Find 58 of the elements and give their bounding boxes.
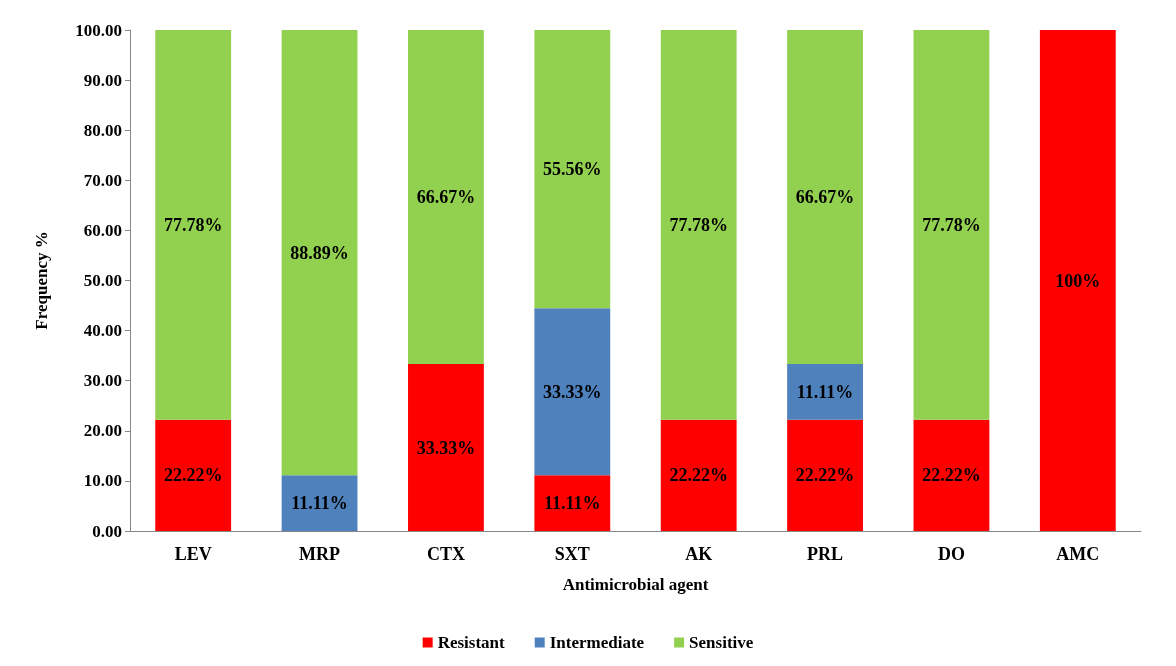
bar bbox=[787, 419, 863, 531]
y-tick-label: 20.00 bbox=[83, 421, 122, 441]
data-label: 66.67% bbox=[416, 187, 476, 208]
data-label: 22.22% bbox=[922, 465, 981, 486]
data-label: 22.22% bbox=[795, 465, 855, 486]
data-label: 77.78% bbox=[669, 214, 728, 235]
bar bbox=[155, 419, 232, 531]
bar bbox=[660, 419, 737, 531]
data-label: 33.33% bbox=[416, 437, 476, 458]
data-label: 55.56% bbox=[543, 159, 602, 180]
bar bbox=[660, 30, 737, 420]
bar bbox=[787, 364, 863, 420]
y-tick-label: 90.00 bbox=[83, 70, 122, 90]
x-tick-label: PRL bbox=[807, 544, 844, 564]
data-label: 77.78% bbox=[163, 214, 223, 235]
data-label: 77.78% bbox=[922, 214, 981, 235]
data-label: 22.22% bbox=[669, 465, 728, 486]
data-label: 22.22% bbox=[163, 465, 223, 486]
y-axis-title: Frequency % bbox=[32, 231, 51, 330]
data-label: 11.11% bbox=[544, 493, 601, 514]
data-label: 100% bbox=[1055, 270, 1101, 291]
bar bbox=[913, 30, 990, 420]
legend-label: Intermediate bbox=[549, 633, 645, 652]
y-tick-label: 10.00 bbox=[83, 471, 122, 491]
legend-label: Resistant bbox=[437, 633, 506, 652]
y-tick-label: 0.00 bbox=[92, 521, 122, 541]
y-tick-label: 70.00 bbox=[83, 170, 122, 190]
data-label: 11.11% bbox=[796, 381, 854, 402]
bar bbox=[1039, 30, 1116, 531]
data-label: 88.89% bbox=[290, 242, 349, 263]
y-tick-label: 40.00 bbox=[83, 321, 122, 341]
bar bbox=[155, 30, 232, 420]
x-tick-label: AK bbox=[685, 544, 713, 564]
bar bbox=[408, 30, 484, 365]
bar bbox=[787, 30, 863, 365]
bar bbox=[281, 30, 358, 476]
y-tick-label: 80.00 bbox=[83, 120, 122, 140]
x-tick-label: LEV bbox=[174, 544, 212, 564]
x-tick-label: AMC bbox=[1056, 544, 1100, 564]
bar bbox=[913, 419, 990, 531]
y-tick-label: 50.00 bbox=[83, 271, 122, 290]
y-tick-label: 100.00 bbox=[75, 20, 122, 40]
bar bbox=[534, 308, 611, 476]
x-tick-label: SXT bbox=[554, 544, 590, 564]
legend-label: Sensitive bbox=[689, 633, 754, 652]
data-label: 66.67% bbox=[795, 187, 855, 208]
data-label: 11.11% bbox=[291, 493, 348, 514]
y-tick-label: 30.00 bbox=[83, 371, 122, 391]
bar bbox=[281, 475, 358, 531]
data-label: 33.33% bbox=[543, 381, 602, 402]
bar bbox=[534, 475, 611, 531]
bar bbox=[534, 30, 611, 309]
x-tick-label: CTX bbox=[426, 544, 465, 564]
x-tick-label: MRP bbox=[299, 544, 341, 564]
x-tick-label: DO bbox=[937, 544, 965, 564]
x-axis-title: Antimicrobial agent bbox=[562, 575, 709, 594]
y-tick-label: 60.00 bbox=[83, 220, 122, 240]
bar bbox=[408, 364, 484, 531]
